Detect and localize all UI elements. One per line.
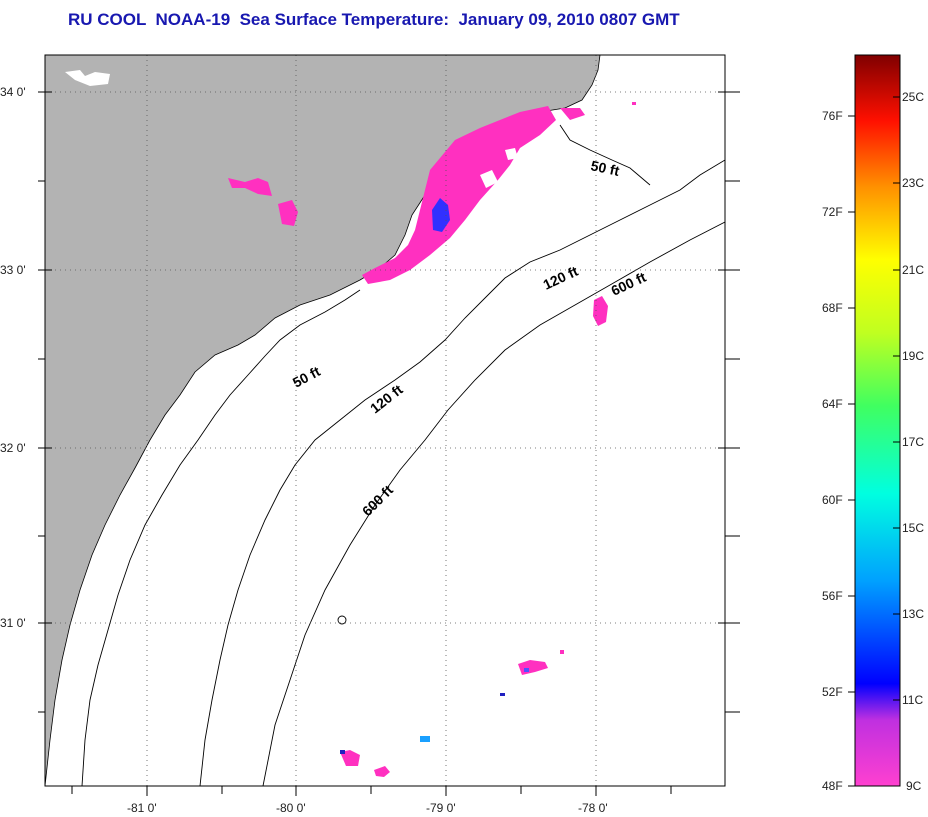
lat-label: 32 0' — [0, 441, 26, 455]
colorbar-f-label: 56F — [822, 589, 843, 603]
colorbar-f-label: 64F — [822, 397, 843, 411]
sst-colder-patches — [340, 198, 529, 754]
lat-label: 34 0' — [0, 85, 26, 99]
colorbar-c-label: 19C — [902, 349, 924, 363]
lon-label: -78 0' — [578, 801, 608, 815]
grid-lines — [45, 55, 725, 786]
colorbar-c-label: 9C — [906, 779, 922, 793]
colorbar-c-label: 21C — [902, 263, 924, 277]
colorbar-c-label: 23C — [902, 176, 924, 190]
land-lake — [65, 70, 110, 86]
colorbar-c-label: 13C — [902, 607, 924, 621]
colorbar-f-label: 76F — [822, 109, 843, 123]
colorbar-c-label: 25C — [902, 90, 924, 104]
colorbar-c-label: 11C — [902, 693, 923, 707]
axis-ticks — [38, 91, 740, 796]
map-title: RU COOL NOAA-19 Sea Surface Temperature:… — [68, 10, 680, 29]
lat-label: 31 0' — [0, 616, 26, 630]
colorbar-f-label: 72F — [822, 205, 843, 219]
colorbar-c-label: 17C — [902, 435, 924, 449]
colorbar — [854, 54, 901, 787]
colorbar-f-label: 60F — [822, 493, 843, 507]
colorbar-c-label: 15C — [902, 521, 924, 535]
colorbar-f-label: 48F — [822, 779, 843, 793]
lon-label: -80 0' — [276, 801, 306, 815]
colorbar-f-label: 52F — [822, 685, 843, 699]
contour-label: 50 ft — [589, 157, 621, 179]
lat-label: 33 0' — [0, 263, 26, 277]
lon-label: -81 0' — [127, 801, 157, 815]
colorbar-f-label: 68F — [822, 301, 843, 315]
bathymetry-contours — [81, 124, 725, 786]
map-frame — [44, 54, 726, 787]
colorbar-ticks — [848, 96, 900, 787]
lon-label: -79 0' — [426, 801, 456, 815]
